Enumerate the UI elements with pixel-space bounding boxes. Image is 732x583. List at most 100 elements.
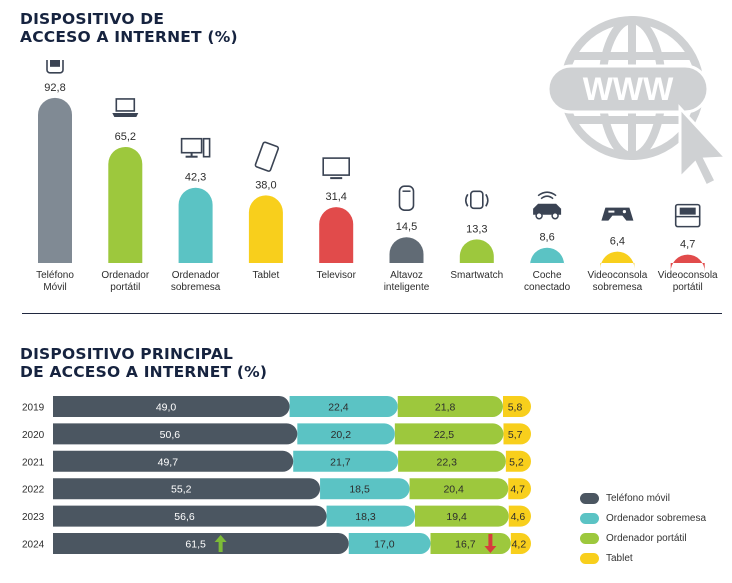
bar-value-label: 14,5	[396, 221, 417, 233]
stacked-bar-segment	[326, 505, 416, 527]
bar-value-label: 92,8	[44, 82, 65, 94]
category-label: Coche	[533, 270, 562, 281]
tablet-icon	[254, 141, 280, 172]
category-label: conectado	[524, 282, 571, 293]
stacked-bar-segment	[53, 450, 294, 472]
segment-value-label: 19,4	[446, 511, 467, 523]
bar	[319, 207, 354, 263]
bar-value-label: 65,2	[115, 131, 136, 143]
stacked-bar-segment	[348, 533, 431, 554]
stacked-bar-segment	[293, 450, 399, 472]
category-label: Teléfono	[36, 270, 74, 281]
category-label: Videoconsola	[658, 270, 718, 281]
chart-legend: Teléfono móvil Ordenador sobremesa Ordenad…	[580, 488, 706, 568]
stacked-bar-segment	[297, 423, 395, 445]
category-label: Ordenador	[172, 270, 220, 281]
category-label: Tablet	[253, 270, 280, 281]
segment-value-label: 5,2	[509, 456, 524, 468]
bar	[600, 251, 635, 269]
category-label: Móvil	[43, 282, 66, 293]
section-divider	[22, 313, 722, 314]
category-label: sobremesa	[171, 282, 221, 293]
bar	[248, 195, 283, 263]
bar	[38, 97, 72, 263]
legend-label: Teléfono móvil	[606, 492, 670, 504]
bar	[108, 146, 143, 263]
year-label: 2019	[22, 403, 45, 414]
segment-value-label: 18,3	[355, 511, 376, 523]
segment-value-label: 21,8	[435, 402, 456, 414]
year-label: 2023	[22, 512, 45, 523]
desktop-icon	[180, 137, 211, 158]
stacked-bar-segment	[415, 505, 509, 527]
globe-www-cursor-icon: WWW	[546, 16, 730, 189]
legend-swatch	[580, 512, 599, 524]
segment-value-label: 21,7	[330, 456, 351, 468]
year-label: 2022	[22, 485, 45, 496]
stacked-bar-segment	[409, 478, 509, 500]
legend-swatch	[580, 532, 599, 544]
category-label: Videoconsola	[587, 270, 647, 281]
stacked-bar-segment	[508, 478, 531, 500]
stacked-bar-segment	[53, 478, 321, 500]
stacked-bar-segment	[53, 505, 327, 527]
stacked-bar-segment	[398, 450, 506, 472]
console-controller-icon	[601, 207, 634, 221]
category-label: inteligente	[384, 282, 430, 293]
arrow-down-icon	[484, 534, 497, 553]
title-line-1: DISPOSITIVO DE	[20, 10, 165, 28]
category-label: Ordenador	[101, 270, 149, 281]
segment-value-label: 22,5	[434, 429, 455, 441]
segment-value-label: 22,4	[328, 402, 349, 414]
category-label: portátil	[673, 282, 703, 293]
bar	[178, 187, 213, 263]
smart-speaker-icon	[398, 185, 415, 211]
bar	[459, 239, 494, 263]
handheld-console-icon	[674, 203, 701, 228]
legend-label: Ordenador portátil	[606, 532, 687, 544]
laptop-icon	[112, 98, 139, 117]
stacked-bar-segment	[53, 423, 298, 445]
title-line-2: DE ACCESO A INTERNET (%)	[20, 363, 268, 381]
title-line-2: ACCESO A INTERNET (%)	[20, 28, 238, 46]
legend-item: Ordenador sobremesa	[580, 508, 706, 528]
smartphone-icon	[46, 60, 64, 74]
bar	[389, 237, 424, 263]
segment-value-label: 55,2	[171, 484, 192, 496]
bar	[530, 247, 565, 265]
category-label: Televisor	[316, 270, 356, 281]
legend-swatch	[580, 552, 599, 564]
main-device-stacked-bar-chart: 2019 49,0 22,4 21,8 5,8 2020 50,6 20,2 22,5 5,7 20…	[22, 396, 531, 554]
segment-value-label: 22,3	[437, 456, 458, 468]
stacked-bar-segment	[53, 396, 290, 417]
category-label: Altavoz	[390, 270, 423, 281]
title-line-1: DISPOSITIVO PRINCIPAL	[20, 345, 234, 363]
bar-value-label: 31,4	[325, 191, 346, 203]
segment-value-label: 5,8	[508, 402, 523, 414]
chart-title-main-device: DISPOSITIVO PRINCIPAL DE ACCESO A INTERN…	[20, 345, 267, 381]
arrow-up-icon	[214, 535, 227, 552]
chart-title-devices: DISPOSITIVO DE ACCESO A INTERNET (%)	[20, 10, 238, 46]
year-label: 2020	[22, 430, 45, 441]
segment-value-label: 61,5	[185, 539, 206, 551]
stacked-bar-segment	[289, 396, 398, 417]
bar-value-label: 42,3	[185, 172, 206, 184]
segment-value-label: 49,7	[158, 456, 179, 468]
stacked-bar-segment	[320, 478, 410, 500]
bar-value-label: 38,0	[255, 179, 276, 191]
segment-value-label: 4,6	[511, 511, 526, 523]
legend-item: Teléfono móvil	[580, 488, 706, 508]
segment-value-label: 49,0	[156, 402, 177, 414]
bar-value-label: 13,3	[466, 223, 487, 235]
legend-swatch	[580, 492, 599, 504]
segment-value-label: 5,7	[508, 429, 523, 441]
stacked-bar-segment	[505, 450, 531, 472]
segment-value-label: 20,2	[331, 429, 352, 441]
stacked-bar-segment	[53, 533, 349, 554]
stacked-bar-segment	[508, 505, 531, 527]
segment-value-label: 20,4	[443, 484, 464, 496]
year-label: 2021	[22, 457, 45, 468]
category-label: Smartwatch	[450, 270, 503, 281]
bar	[670, 254, 705, 272]
segment-value-label: 16,7	[455, 539, 476, 551]
